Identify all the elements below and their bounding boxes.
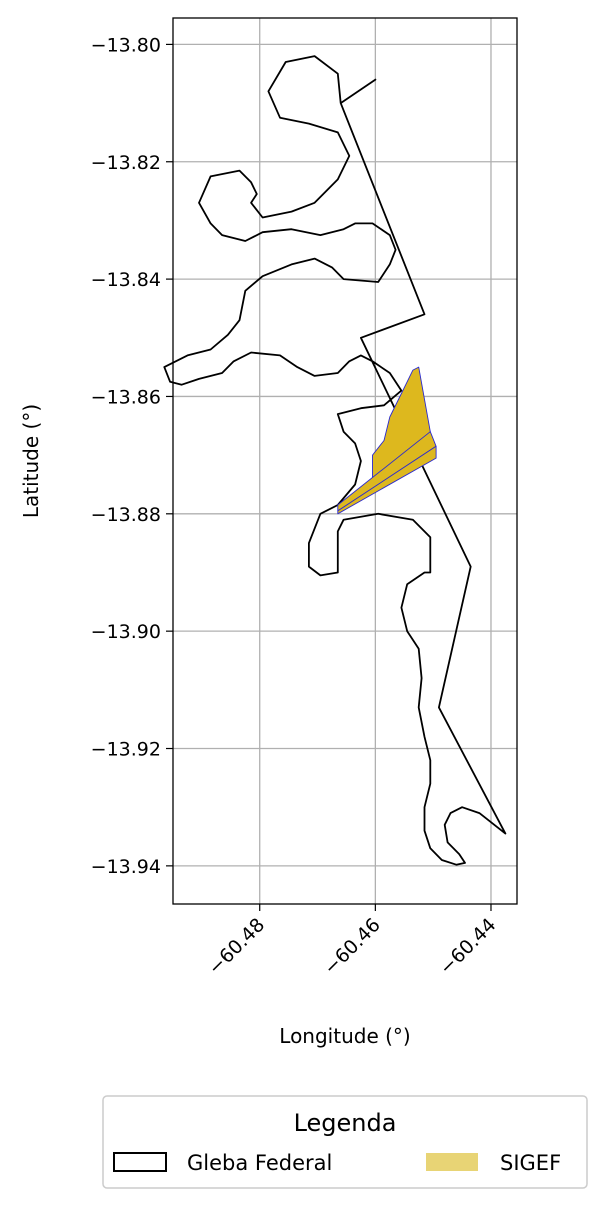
x-tick-label: −60.44 bbox=[435, 914, 500, 979]
y-tick-label: −13.82 bbox=[91, 152, 161, 174]
map-layers bbox=[163, 55, 507, 866]
legend-swatch-gleba-federal bbox=[113, 1152, 167, 1172]
legend-title: Legenda bbox=[294, 1109, 397, 1137]
legend-label-sigef: SIGEF bbox=[500, 1151, 561, 1175]
gleba-federal-boundary bbox=[163, 55, 507, 866]
y-axis-label: Latitude (°) bbox=[19, 404, 43, 518]
x-axis-label: Longitude (°) bbox=[279, 1024, 410, 1048]
legend-swatch-sigef bbox=[426, 1153, 478, 1171]
axes-frame bbox=[172, 17, 518, 905]
legend: Legenda Gleba Federal SIGEF bbox=[102, 1095, 588, 1189]
y-tick-label: −13.80 bbox=[91, 34, 161, 56]
y-tick-label: −13.94 bbox=[91, 856, 161, 878]
x-tick-label: −60.46 bbox=[320, 914, 385, 979]
sigef-parcel bbox=[337, 445, 437, 515]
y-tick-label: −13.90 bbox=[91, 621, 161, 643]
x-tick-label: −60.48 bbox=[204, 914, 269, 979]
grid-lines bbox=[173, 18, 517, 904]
y-tick-label: −13.92 bbox=[91, 739, 161, 761]
y-tick-label: −13.88 bbox=[91, 504, 161, 526]
y-tick-label: −13.84 bbox=[91, 269, 161, 291]
axis-ticks: −60.48 −60.46 −60.44 −13.80 −13.82 −13.84 −13.… bbox=[91, 34, 501, 979]
y-tick-label: −13.86 bbox=[91, 386, 161, 408]
legend-label-gleba-federal: Gleba Federal bbox=[187, 1151, 332, 1175]
